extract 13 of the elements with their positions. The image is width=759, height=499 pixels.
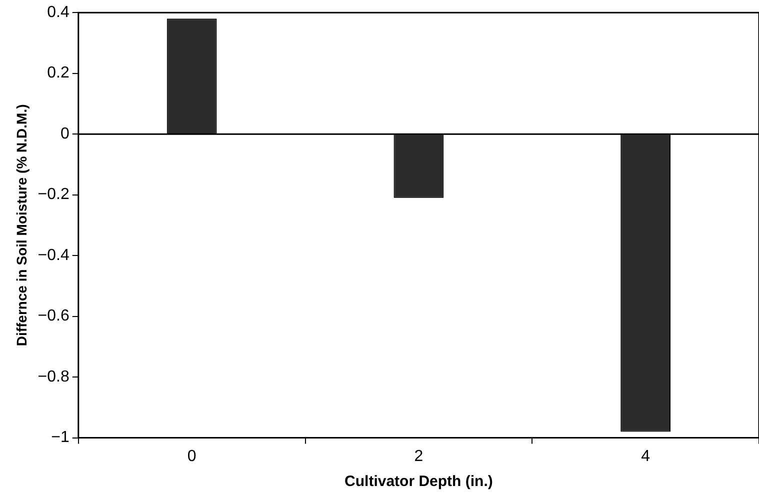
y-tick-label: −0.6 (38, 308, 70, 325)
y-tick-label: 0 (60, 125, 70, 142)
x-tick-label: 2 (414, 448, 424, 465)
y-tick-label: 0.4 (47, 4, 70, 22)
x-tick-label: 0 (187, 448, 196, 465)
y-tick-label: −0.2 (38, 186, 70, 204)
y-tick-label: −0.4 (38, 246, 70, 264)
y-tick-label: −0.8 (38, 368, 70, 386)
x-axis-title: Cultivator Depth (in.) (344, 473, 493, 490)
x-tick-label: 4 (641, 448, 650, 465)
y-tick-label: −1 (51, 429, 70, 446)
y-axis-title: Differnce in Soil Moisture (% N.D.M.) (13, 104, 30, 346)
y-tick-label: 0.2 (47, 64, 70, 82)
